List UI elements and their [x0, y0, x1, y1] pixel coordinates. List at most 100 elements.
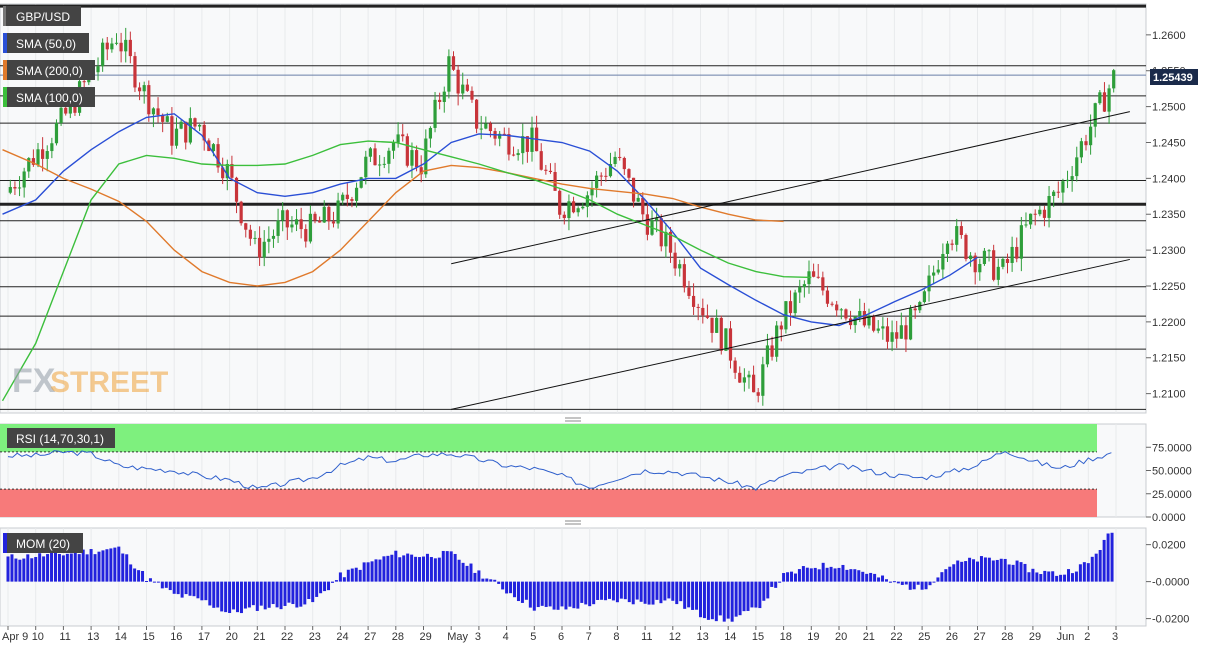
mom-bar — [247, 581, 251, 608]
mom-bar — [429, 557, 433, 582]
mom-bar — [718, 581, 722, 616]
mom-bar — [758, 581, 762, 609]
candle-body — [622, 157, 626, 170]
pane-resize-handle-2[interactable] — [565, 520, 581, 525]
legend-sma200[interactable]: SMA (200,0) — [3, 60, 95, 80]
mom-bar — [762, 581, 766, 601]
candle-body — [830, 303, 834, 305]
mom-bar — [979, 556, 983, 582]
mom-bar — [540, 581, 544, 606]
mom-bar — [267, 581, 271, 608]
candle-body — [96, 66, 100, 73]
mom-bar — [928, 581, 932, 586]
candle-body — [673, 252, 677, 269]
candle-body — [595, 175, 599, 188]
mom-bar — [410, 554, 414, 582]
mom-bar — [900, 581, 904, 585]
candle-body — [788, 301, 793, 314]
mom-bar — [750, 581, 754, 608]
candle-body — [105, 42, 109, 50]
candle-body — [664, 231, 668, 247]
candle-body — [576, 208, 580, 213]
mom-bar — [623, 581, 627, 600]
candle-body — [987, 250, 991, 252]
candle-body — [165, 116, 169, 122]
candle-body — [590, 187, 594, 196]
fxstreet-watermark-fx: FX — [12, 362, 56, 400]
candle-body — [174, 128, 179, 146]
mom-bar — [912, 581, 916, 590]
mom-bar — [976, 561, 979, 582]
legend-symbol[interactable]: GBP/USD — [3, 6, 81, 26]
mom-bar — [999, 558, 1003, 582]
mom-bar — [362, 562, 366, 582]
date-tick-label: May — [447, 631, 468, 643]
candle-body — [276, 220, 280, 236]
mom-bar — [505, 581, 509, 594]
mom-bar — [184, 581, 188, 595]
mom-bar — [137, 570, 141, 582]
candle-body — [447, 56, 451, 92]
mom-bar — [710, 581, 714, 620]
mom-bar — [477, 570, 481, 582]
mom-legend[interactable]: MOM (20) — [3, 533, 83, 553]
candle-body — [728, 328, 733, 361]
candle-body — [13, 187, 17, 189]
candle-body — [50, 143, 54, 152]
candle-body — [327, 206, 331, 222]
candle-body — [848, 318, 853, 326]
candle-body — [258, 237, 262, 258]
date-tick-label: 8 — [613, 631, 619, 643]
pane-resize-handle-1[interactable] — [565, 417, 581, 422]
mom-bar — [544, 581, 548, 607]
mom-bar — [611, 581, 615, 601]
candle-body — [1028, 213, 1033, 225]
mom-bar — [1059, 574, 1063, 582]
mom-bar — [236, 581, 240, 613]
candle-body — [387, 150, 391, 164]
mom-bar — [457, 559, 461, 582]
mom-bar — [1039, 574, 1043, 582]
mom-bar — [821, 562, 825, 582]
sma200-line — [2, 149, 784, 287]
mom-bar — [615, 581, 619, 603]
mom-bar — [754, 581, 758, 608]
mom-bar — [69, 553, 73, 582]
date-tick-label: 23 — [309, 631, 321, 643]
legend-sma100[interactable]: SMA (100,0) — [3, 87, 95, 107]
rsi-tick-label: 25.0000 — [1152, 489, 1192, 501]
candle-body — [345, 194, 349, 200]
candle-body — [396, 134, 400, 143]
mom-bar — [627, 581, 631, 603]
date-tick-label: 13 — [697, 631, 709, 643]
candle-body — [812, 271, 816, 277]
candle-body — [211, 144, 216, 152]
candle-body — [881, 326, 885, 329]
candle-body — [682, 264, 686, 288]
rsi-legend[interactable]: RSI (14,70,30,1) — [3, 428, 115, 448]
mom-bar — [873, 573, 877, 582]
candle-body — [470, 90, 474, 100]
mom-bar — [793, 573, 797, 582]
candle-body — [839, 309, 843, 311]
trendline-1 — [451, 258, 1130, 410]
mom-bar — [382, 556, 386, 582]
candle-body — [631, 177, 636, 202]
candle-body — [982, 250, 987, 265]
price-tick-label: 1.2300 — [1152, 245, 1186, 257]
candle-body — [959, 226, 963, 235]
mom-bar — [26, 554, 30, 582]
date-tick-label: 26 — [946, 631, 958, 643]
mom-bar — [524, 581, 528, 600]
mom-bar — [57, 554, 61, 582]
mom-bar — [908, 581, 912, 590]
candle-body — [738, 372, 742, 383]
legend-sma50[interactable]: SMA (50,0) — [3, 33, 89, 53]
mom-bar — [105, 549, 109, 582]
candle-body — [775, 325, 779, 357]
mom-bar — [643, 581, 647, 604]
candle-body — [1024, 224, 1028, 226]
candle-body — [581, 206, 585, 209]
candle-body — [742, 377, 746, 383]
